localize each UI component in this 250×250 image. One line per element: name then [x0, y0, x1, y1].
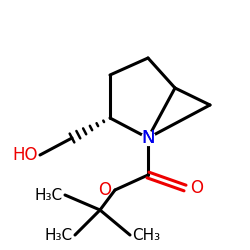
Text: N: N	[141, 129, 155, 147]
Text: H₃C: H₃C	[35, 188, 63, 202]
Text: N: N	[141, 129, 155, 147]
Text: O: O	[98, 181, 112, 199]
Text: CH₃: CH₃	[132, 228, 160, 242]
Text: O: O	[190, 179, 203, 197]
Text: H₃C: H₃C	[45, 228, 73, 242]
Text: HO: HO	[12, 146, 38, 164]
